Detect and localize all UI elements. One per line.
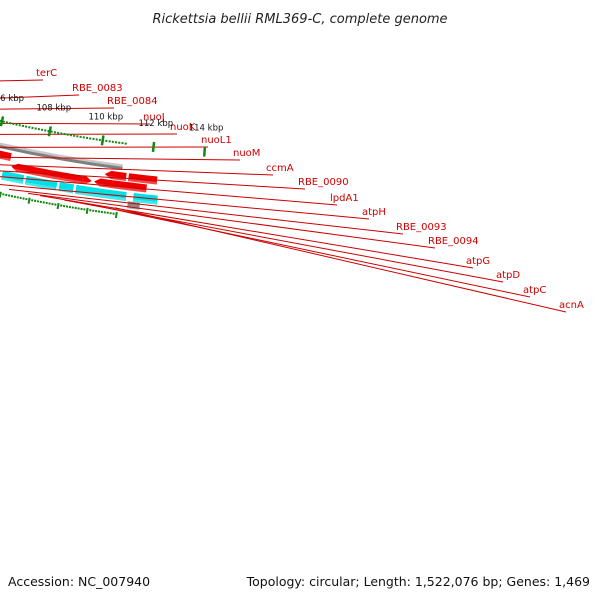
leader-line-atpc bbox=[85, 203, 531, 298]
feature-cds-fwd bbox=[132, 192, 158, 205]
kbp-label: 110 kbp bbox=[88, 113, 123, 123]
leader-line-rbe_0084 bbox=[0, 107, 115, 110]
leader-line-atpg bbox=[39, 195, 474, 269]
gene-label-lpda1: lpdA1 bbox=[330, 193, 359, 204]
backbone-ring bbox=[0, 142, 124, 170]
kbp-major-tick bbox=[151, 141, 156, 153]
outer-tick-mark bbox=[0, 191, 2, 198]
gene-label-nuoj: nuoJ bbox=[143, 112, 165, 123]
outer-tick-mark bbox=[85, 207, 89, 214]
gene-label-rbe_0083: RBE_0083 bbox=[72, 83, 123, 94]
leader-line-nuom bbox=[0, 156, 241, 161]
kbp-major-tick bbox=[47, 126, 53, 137]
feature-tracks bbox=[0, 150, 158, 210]
topology-text: Topology: circular; Length: 1,522,076 bp… bbox=[246, 574, 590, 589]
leader-line-acna bbox=[114, 207, 567, 313]
feature-highlight bbox=[133, 199, 157, 205]
leader-line-terc bbox=[0, 79, 44, 82]
feature-acna bbox=[75, 184, 127, 202]
kbp-major-tick bbox=[202, 146, 207, 157]
leader-line-ccma bbox=[0, 164, 274, 176]
kbp-labels: 96 kbp98 kbp100 kbp102 kbp104 kbp106 kbp… bbox=[0, 94, 224, 134]
gene-label-atpg: atpG bbox=[466, 256, 490, 267]
kbp-major-tick bbox=[0, 116, 5, 127]
leader-line-rbe_0083 bbox=[0, 94, 80, 99]
gene-label-nuol1: nuoL1 bbox=[201, 135, 232, 146]
gene-label-rbe_0093: RBE_0093 bbox=[396, 222, 447, 233]
leader-line-atph bbox=[0, 184, 370, 220]
map-title: Rickettsia bellii RML369-C, complete gen… bbox=[152, 12, 447, 27]
kbp-label: 112 kbp bbox=[138, 119, 173, 129]
feature-highlight bbox=[128, 178, 157, 185]
label-leader-lines bbox=[0, 79, 567, 313]
backbone-line bbox=[0, 144, 123, 170]
gene-label-nuom: nuoM bbox=[233, 148, 260, 159]
leader-line-rbe_0090 bbox=[0, 170, 306, 190]
gene-label-terc: terC bbox=[36, 68, 57, 79]
inner-tick-ring bbox=[0, 116, 207, 157]
gene-label-ccma: ccmA bbox=[266, 163, 294, 174]
feature-highlight bbox=[25, 181, 56, 191]
backbone-shadow bbox=[0, 142, 124, 170]
kbp-label: 114 kbp bbox=[189, 124, 224, 134]
gene-label-rbe_0084: RBE_0084 bbox=[107, 96, 158, 107]
gene-label-atpd: atpD bbox=[496, 270, 520, 281]
leader-line-nuoj bbox=[0, 122, 151, 125]
leader-line-lpda1 bbox=[0, 176, 338, 206]
gene-label-rbe_0094: RBE_0094 bbox=[428, 236, 479, 247]
leader-line-nuol1 bbox=[0, 146, 209, 148]
feature-highlight bbox=[1, 176, 23, 184]
feature-cds-rev bbox=[94, 178, 147, 193]
leader-line-atpd bbox=[64, 199, 504, 283]
feature-cds-rev bbox=[0, 150, 12, 162]
gene-label-atph: atpH bbox=[362, 207, 386, 218]
leader-line-rbe_0093 bbox=[8, 188, 404, 235]
kbp-label: 106 kbp bbox=[0, 94, 24, 104]
gene-label-nuok: nuoK bbox=[170, 122, 196, 133]
outer-tick-mark bbox=[56, 202, 60, 210]
leader-line-nuok bbox=[0, 133, 178, 135]
gene-label-acna: acnA bbox=[559, 300, 584, 311]
feature-highlight bbox=[75, 191, 126, 201]
feature-highlight bbox=[10, 168, 82, 184]
gene-label-rbe_0090: RBE_0090 bbox=[298, 177, 349, 188]
feature-cds-rev bbox=[81, 175, 92, 185]
gene-label-atpc: atpC bbox=[523, 285, 546, 296]
kbp-label: 108 kbp bbox=[36, 104, 71, 114]
outer-tick-ring bbox=[0, 191, 118, 219]
kbp-major-tick bbox=[100, 135, 105, 146]
accession-text: Accession: NC_007940 bbox=[8, 574, 150, 589]
outer-tick-mark bbox=[114, 211, 118, 219]
outer-tick-mark bbox=[27, 197, 31, 204]
leader-line-rbe_0094 bbox=[28, 192, 436, 249]
